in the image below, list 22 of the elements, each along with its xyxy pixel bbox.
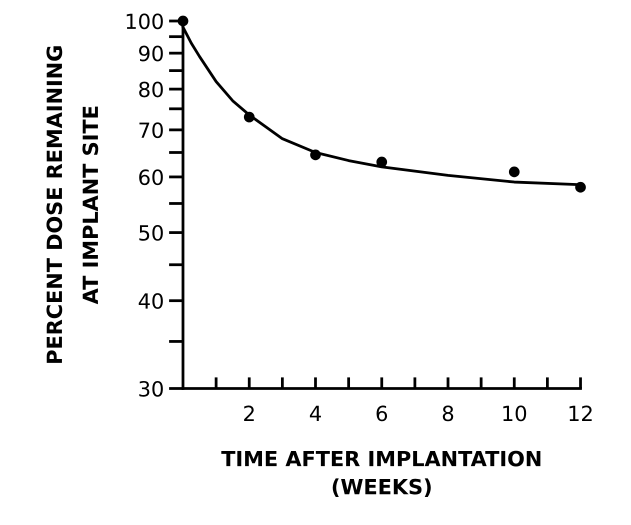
y-axis-title: PERCENT DOSE REMAINING AT IMPLANT SITE <box>46 46 98 363</box>
x-tick-label: 2 <box>244 406 254 421</box>
point <box>508 166 520 178</box>
x-tick-label: 8 <box>442 406 454 422</box>
point <box>244 112 255 122</box>
y-tick-label: 70 <box>139 122 163 138</box>
y-tick-label: 40 <box>138 293 163 309</box>
x-tick-label: 10 <box>503 406 526 422</box>
x-tick-label: 6 <box>376 406 388 422</box>
point <box>376 156 388 168</box>
y-tick-label: 80 <box>139 82 163 98</box>
y-tick-label: 100 <box>126 13 163 30</box>
y-tick-label: 30 <box>139 380 163 397</box>
x-tick-label: 12 <box>570 406 592 421</box>
point <box>178 16 188 26</box>
x-tick-label: 4 <box>310 406 321 421</box>
point <box>310 149 321 160</box>
x-axis-title: TIME AFTER IMPLANTATION (WEEKS) <box>221 450 540 497</box>
y-tick-label: 60 <box>139 169 163 186</box>
y-tick-label: 90 <box>139 46 163 62</box>
y-tick-label: 50 <box>139 225 163 241</box>
point <box>575 182 586 193</box>
